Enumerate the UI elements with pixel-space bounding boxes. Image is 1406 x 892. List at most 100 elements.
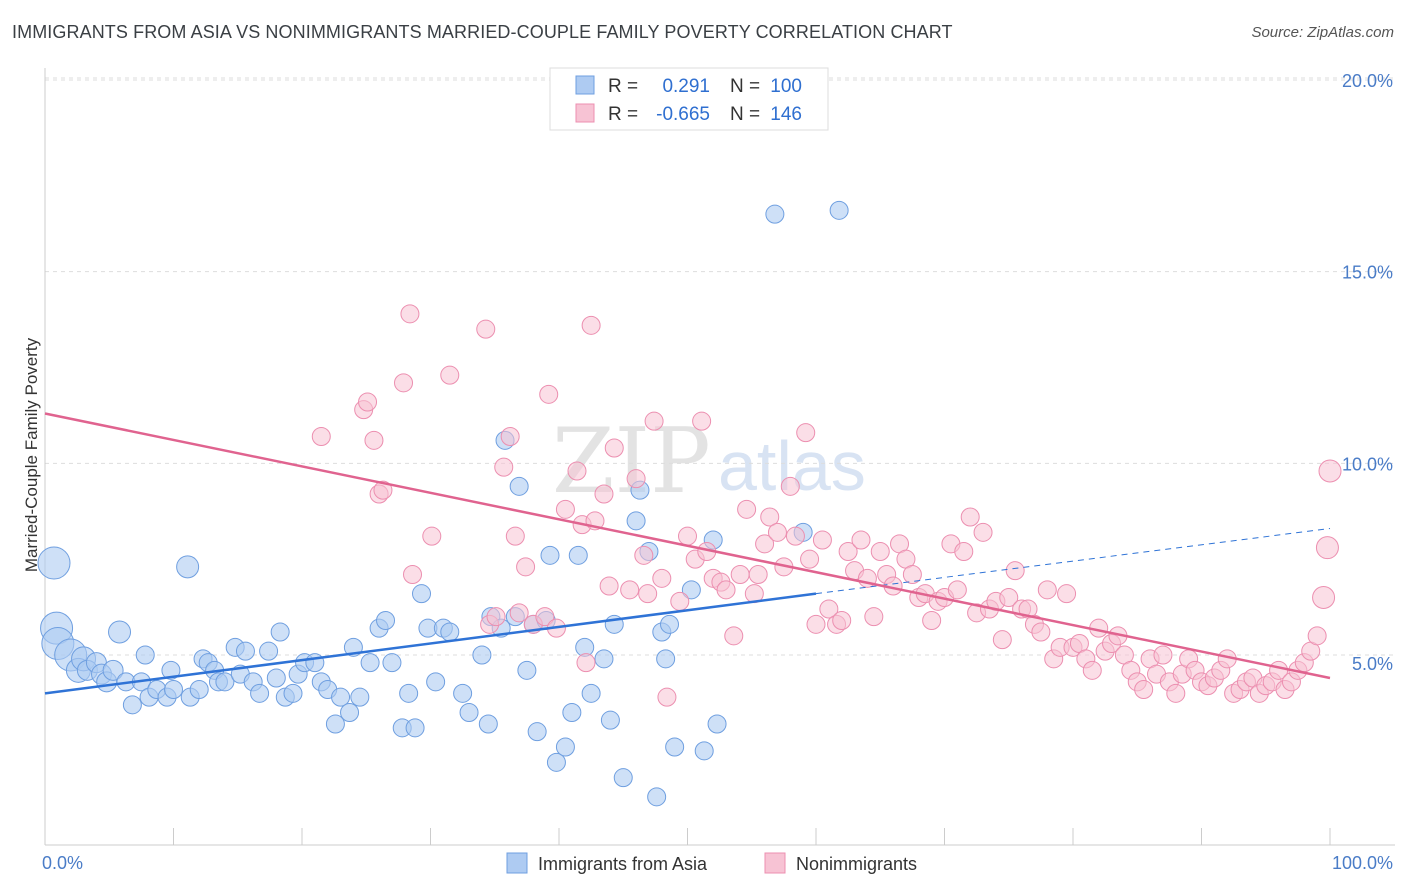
- nonimmigrants-point-38: [657, 687, 677, 707]
- nonimmigrants-point-56: [780, 476, 800, 496]
- immigrants-point-70: [517, 660, 537, 680]
- immigrants-point-84: [613, 768, 633, 788]
- nonimmigrants-point-14: [494, 457, 514, 477]
- immigrants-point-41: [305, 653, 325, 673]
- nonimmigrants-point-54: [767, 522, 787, 542]
- watermark-zip: ZIP: [552, 409, 711, 514]
- nonimmigrants-point-10: [440, 365, 460, 385]
- immigrants-point-48: [350, 687, 370, 707]
- legend-r-label-1: R =: [608, 76, 638, 97]
- nonimmigrants-point-46: [716, 580, 736, 600]
- immigrants-point-49: [360, 653, 380, 673]
- immigrants-point-77: [562, 703, 582, 722]
- legend-frame: [549, 67, 829, 131]
- nonimmigrants-point-51: [748, 565, 768, 584]
- nonimmigrants-point-69: [864, 607, 884, 627]
- immigrants-point-82: [600, 710, 620, 730]
- immigrants-point-69: [509, 476, 529, 496]
- immigrants-point-23: [189, 680, 209, 699]
- immigrants-point-52: [382, 653, 402, 673]
- immigrants-point-21: [176, 555, 200, 579]
- nonimmigrants-point-139: [1312, 586, 1336, 609]
- immigrants-point-10: [102, 659, 124, 681]
- immigrants-point-11: [108, 620, 132, 644]
- immigrants-point-64: [478, 714, 498, 734]
- source-label: Source: ZipAtlas.com: [1251, 24, 1394, 41]
- nonimmigrants-point-111: [1134, 680, 1154, 699]
- immigrants-point-78: [568, 545, 588, 565]
- immigrants-point-88: [647, 787, 667, 807]
- nonimmigrants-point-8: [403, 565, 423, 584]
- immigrants-point-74: [540, 545, 560, 565]
- immigrants-point-76: [555, 737, 575, 757]
- nonimmigrants-point-138: [1307, 626, 1327, 646]
- nonimmigrants-point-58: [796, 423, 816, 443]
- immigrants-point-94: [694, 741, 714, 761]
- immigrants-point-96: [707, 714, 727, 734]
- immigrants-point-19: [161, 660, 181, 680]
- nonimmigrants-point-141: [1318, 459, 1342, 483]
- nonimmigrants-point-116: [1166, 683, 1186, 703]
- series-immigrants-points: [37, 200, 849, 807]
- nonimmigrants-point-57: [785, 526, 805, 546]
- bottom-legend: Immigrants from Asia Nonimmigrants: [506, 852, 917, 874]
- nonimmigrants-point-53: [760, 507, 780, 527]
- nonimmigrants-point-40: [678, 526, 697, 546]
- nonimmigrants-point-52: [755, 534, 775, 554]
- immigrants-point-55: [405, 718, 425, 738]
- nonimmigrants-point-48: [730, 565, 750, 584]
- immigrants-point-97: [765, 204, 785, 224]
- nonimmigrants-point-47: [724, 626, 744, 646]
- y-tick-label-0: 5.0%: [1352, 654, 1393, 674]
- nonimmigrants-point-70: [870, 542, 890, 561]
- legend-r-value-1: 0.291: [662, 76, 710, 97]
- immigrants-point-15: [135, 645, 155, 665]
- bottom-legend-swatch-blue: [506, 852, 528, 874]
- immigrants-point-35: [266, 668, 286, 688]
- nonimmigrants-point-32: [620, 580, 640, 600]
- nonimmigrants-point-67: [851, 530, 871, 550]
- nonimmigrants-point-103: [1082, 660, 1102, 680]
- trend-line-nonimmigrants: [44, 412, 1331, 680]
- immigrants-point-93: [681, 580, 701, 600]
- nonimmigrants-point-6: [394, 373, 414, 393]
- nonimmigrants-point-96: [1037, 580, 1057, 600]
- immigrants-point-34: [259, 641, 279, 661]
- nonimmigrants-point-78: [922, 611, 942, 630]
- nonimmigrants-point-59: [800, 549, 820, 569]
- legend-swatch-pink: [575, 103, 595, 123]
- nonimmigrants-point-24: [567, 461, 587, 481]
- nonimmigrants-point-21: [539, 384, 559, 404]
- immigrants-point-13: [122, 695, 142, 715]
- nonimmigrants-point-3: [364, 430, 384, 450]
- nonimmigrants-point-17: [509, 603, 529, 623]
- watermark: ZIP atlas: [552, 409, 866, 514]
- nonimmigrants-point-33: [626, 469, 646, 489]
- nonimmigrants-point-23: [555, 499, 575, 519]
- legend-n-label-1: N =: [730, 76, 760, 97]
- nonimmigrants-point-9: [422, 526, 442, 546]
- bottom-legend-label-pink: Nonimmigrants: [796, 854, 917, 874]
- nonimmigrants-point-20: [535, 607, 555, 627]
- nonimmigrants-point-65: [838, 542, 858, 561]
- bottom-legend-label-blue: Immigrants from Asia: [538, 854, 708, 874]
- nonimmigrants-point-39: [670, 591, 690, 611]
- y-tick-label-2: 15.0%: [1342, 263, 1393, 283]
- immigrants-point-56: [412, 584, 432, 604]
- immigrants-point-92: [665, 737, 685, 757]
- nonimmigrants-point-84: [960, 507, 980, 527]
- nonimmigrants-point-13: [486, 607, 506, 627]
- nonimmigrants-point-99: [1057, 584, 1077, 604]
- nonimmigrants-point-26: [576, 653, 596, 673]
- x-tick-label-0: 0.0%: [42, 853, 83, 873]
- immigrants-point-45: [331, 687, 351, 707]
- nonimmigrants-point-89: [992, 630, 1012, 650]
- legend-n-label-2: N =: [730, 104, 760, 125]
- immigrants-point-44: [325, 714, 345, 734]
- nonimmigrants-point-36: [644, 411, 664, 431]
- immigrants-point-61: [453, 683, 473, 703]
- immigrants-point-99: [829, 200, 849, 220]
- legend-r-label-2: R =: [608, 104, 638, 125]
- nonimmigrants-point-114: [1153, 645, 1173, 665]
- nonimmigrants-point-27: [581, 315, 601, 335]
